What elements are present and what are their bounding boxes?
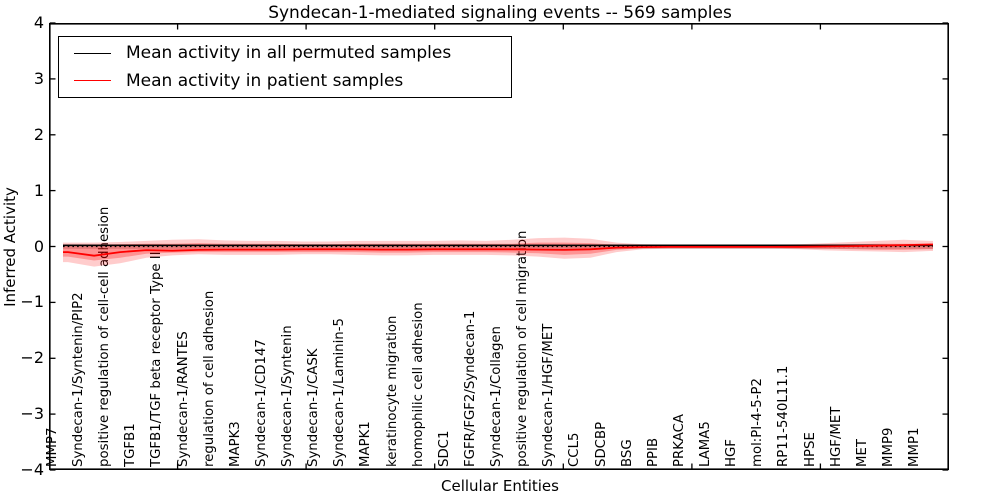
y-tick-label: 4: [33, 13, 44, 32]
x-category-label: SDCBP: [594, 421, 609, 467]
y-tick-label: −2: [20, 348, 44, 367]
x-category-label: MAPK1: [358, 421, 373, 467]
x-category-label: HPSE: [803, 432, 818, 467]
x-category-label: Syndecan-1/CD147: [254, 339, 269, 467]
legend-item-patient: Mean activity in patient samples: [59, 68, 511, 94]
x-category-label: MMP9: [881, 427, 896, 467]
x-category-label: BSG: [620, 439, 635, 467]
x-category-label: Syndecan-1/Syntenin: [280, 325, 295, 467]
x-category-label: Syndecan-1/Collagen: [489, 326, 504, 467]
x-category-label: RP11-540L11.1: [776, 365, 791, 467]
y-tick-label: −1: [20, 292, 44, 311]
x-category-label: SDC1: [437, 430, 452, 467]
x-category-label: MMP1: [907, 427, 922, 467]
x-category-label: FGFR/FGF2/Syndecan-1: [463, 310, 478, 467]
x-category-label: mol:PI-4-5-P2: [750, 378, 765, 467]
x-category-label: homophilic cell adhesion: [411, 302, 426, 467]
x-category-label: CCL5: [567, 432, 582, 467]
x-category-label: HGF: [724, 439, 739, 467]
x-category-label: MMP7: [45, 427, 60, 467]
x-category-label: HGF/MET: [829, 406, 844, 467]
x-category-label: LAMA5: [698, 421, 713, 467]
legend-label-permuted: Mean activity in all permuted samples: [126, 43, 452, 64]
legend: Mean activity in all permuted samples Me…: [58, 36, 512, 98]
y-tick-label: 2: [33, 125, 44, 144]
x-category-label: TGFB1: [123, 423, 138, 467]
x-category-label: Syndecan-1/Syntenin/PIP2: [71, 292, 86, 467]
y-tick-label: −4: [20, 460, 44, 479]
x-category-label: TGFB1/TGF beta receptor Type II: [149, 251, 164, 467]
x-category-label: Syndecan-1/RANTES: [176, 331, 191, 467]
y-tick-label: 3: [33, 69, 44, 88]
x-axis-label: Cellular Entities: [441, 477, 559, 495]
x-category-label: MAPK3: [228, 421, 243, 467]
x-category-label: Syndecan-1/CASK: [306, 348, 321, 467]
x-category-label: regulation of cell adhesion: [202, 290, 217, 467]
x-category-label: positive regulation of cell migration: [515, 230, 530, 467]
y-tick-label: 1: [33, 181, 44, 200]
x-category-label: PPIB: [646, 437, 661, 467]
y-tick-label: −3: [20, 404, 44, 423]
x-category-label: Syndecan-1/Laminin-5: [332, 318, 347, 467]
legend-line-permuted-icon: [74, 52, 111, 54]
chart-title: Syndecan-1-mediated signaling events -- …: [268, 3, 732, 23]
x-category-label: MET: [855, 439, 870, 467]
x-category-label: PRKACA: [672, 414, 687, 467]
x-category-label: positive regulation of cell-cell adhesio…: [97, 206, 112, 467]
x-category-label: Syndecan-1/HGF/MET: [541, 323, 556, 467]
legend-label-patient: Mean activity in patient samples: [126, 70, 404, 91]
legend-line-patient-icon: [74, 80, 111, 82]
y-tick-label: 0: [33, 237, 44, 256]
x-category-label: keratinocyte migration: [385, 315, 400, 467]
legend-item-permuted: Mean activity in all permuted samples: [59, 40, 511, 66]
